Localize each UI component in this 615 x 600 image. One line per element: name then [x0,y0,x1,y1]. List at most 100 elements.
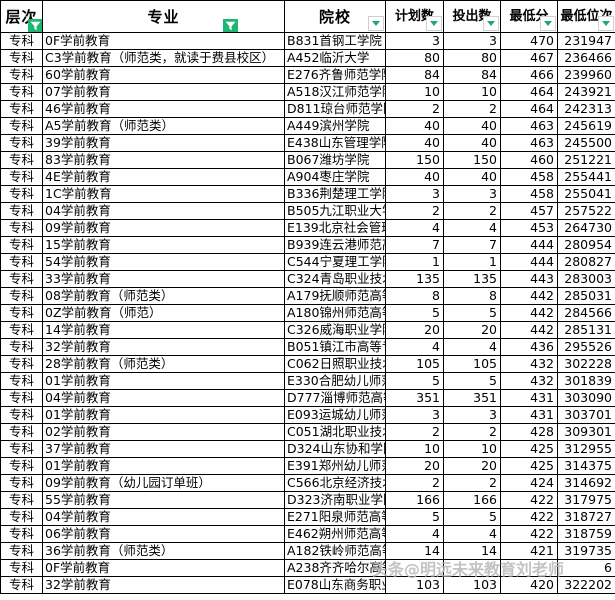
cell-minscore[interactable]: 453 [500,219,558,237]
cell-major[interactable]: 04学前教育 [42,202,285,220]
cell-minscore[interactable]: 460 [500,151,558,169]
cell-plan[interactable]: 2 [385,423,444,441]
table-row[interactable]: 专科02学前教育C051湖北职业技术学院22428309301 [0,423,615,441]
cell-school[interactable]: B505九江职业大学 [284,202,386,220]
cell-school[interactable]: B336荆楚理工学院 [284,185,386,203]
cell-major[interactable]: 37学前教育 [42,440,285,458]
cell-minscore[interactable]: 436 [500,338,558,356]
cell-school[interactable]: D777淄博师范高等专科学校 [284,389,386,407]
cell-level[interactable]: 专科 [0,83,43,101]
chevron-down-icon-school[interactable] [368,16,384,31]
column-header-admitted[interactable]: 投出数 [443,0,501,33]
cell-plan[interactable]: 8 [385,287,444,305]
cell-major[interactable]: 01学前教育 [42,457,285,475]
cell-major[interactable]: 54学前教育 [42,253,285,271]
cell-plan[interactable]: 4 [385,338,444,356]
cell-level[interactable]: 专科 [0,389,43,407]
cell-plan[interactable]: 351 [385,389,444,407]
cell-admitted[interactable]: 84 [443,66,501,84]
cell-minscore[interactable] [500,559,558,577]
cell-minrank[interactable]: 245619 [557,117,615,135]
cell-minrank[interactable]: 283003 [557,270,615,288]
cell-school[interactable]: B831首钢工学院 [284,32,386,50]
cell-minrank[interactable]: 239960 [557,66,615,84]
cell-minrank[interactable]: 312955 [557,440,615,458]
cell-admitted[interactable]: 103 [443,576,501,594]
cell-plan[interactable]: 4 [385,525,444,543]
cell-minrank[interactable]: 251221 [557,151,615,169]
cell-admitted[interactable]: 2 [443,202,501,220]
cell-major[interactable]: 01学前教育 [42,406,285,424]
cell-level[interactable]: 专科 [0,202,43,220]
cell-level[interactable]: 专科 [0,355,43,373]
cell-minrank[interactable]: 314692 [557,474,615,492]
cell-minrank[interactable]: 255441 [557,168,615,186]
cell-minscore[interactable]: 425 [500,440,558,458]
cell-admitted[interactable]: 20 [443,321,501,339]
cell-admitted[interactable]: 10 [443,83,501,101]
cell-level[interactable]: 专科 [0,236,43,254]
table-row[interactable]: 专科06学前教育E462朔州师范高等专科学校44422318759 [0,525,615,543]
table-row[interactable]: 专科09学前教育（幼儿园订单班）C566北京经济技术职业学院2242431469… [0,474,615,492]
cell-minscore[interactable]: 444 [500,236,558,254]
table-row[interactable]: 专科01学前教育E330合肥幼儿师范高等专科学校55432301839 [0,372,615,390]
cell-level[interactable]: 专科 [0,457,43,475]
cell-major[interactable]: 55学前教育 [42,491,285,509]
cell-school[interactable]: A452临沂大学 [284,49,386,67]
chevron-down-icon-plan[interactable] [426,16,442,31]
cell-level[interactable]: 专科 [0,32,43,50]
cell-level[interactable]: 专科 [0,66,43,84]
cell-level[interactable]: 专科 [0,100,43,118]
table-row[interactable]: 专科 54学前教育 C544宁夏理工学院 1 1 444 280827 [0,253,615,271]
cell-admitted[interactable]: 3 [443,32,501,50]
cell-minscore[interactable]: 420 [500,576,558,594]
cell-school[interactable]: C566北京经济技术职业学院 [284,474,386,492]
cell-minrank[interactable]: 242313 [557,100,615,118]
cell-minscore[interactable]: 425 [500,457,558,475]
cell-plan[interactable]: 5 [385,304,444,322]
cell-minscore[interactable]: 431 [500,389,558,407]
cell-minrank[interactable]: 303090 [557,389,615,407]
cell-level[interactable]: 专科 [0,491,43,509]
cell-admitted[interactable]: 20 [443,457,501,475]
cell-major[interactable]: 4E学前教育 [42,168,285,186]
cell-admitted[interactable] [443,559,501,577]
table-row[interactable]: 专科 07学前教育 A518汉江师范学院 10 10 464 243921 [0,83,615,101]
cell-minscore[interactable]: 464 [500,83,558,101]
cell-minscore[interactable]: 443 [500,270,558,288]
cell-school[interactable]: E438山东管理学院 [284,134,386,152]
cell-major[interactable]: 32学前教育 [42,576,285,594]
table-row[interactable]: 专科 0F学前教育 B831首钢工学院 3 3 470 231947 [0,32,615,50]
cell-school[interactable]: A904枣庄学院 [284,168,386,186]
cell-minscore[interactable]: 458 [500,168,558,186]
cell-level[interactable]: 专科 [0,168,43,186]
table-row[interactable]: 专科01学前教育E093运城幼儿师范高等专科学校33431303701 [0,406,615,424]
cell-plan[interactable]: 40 [385,168,444,186]
cell-minrank[interactable]: 285131 [557,321,615,339]
cell-plan[interactable]: 1 [385,253,444,271]
cell-minscore[interactable]: 431 [500,406,558,424]
cell-minrank[interactable]: 280827 [557,253,615,271]
column-header-plan[interactable]: 计划数 [385,0,444,33]
cell-admitted[interactable]: 4 [443,338,501,356]
cell-admitted[interactable]: 2 [443,474,501,492]
cell-level[interactable]: 专科 [0,321,43,339]
table-row[interactable]: 专科32学前教育B051镇江市高等专科学校44436295526 [0,338,615,356]
cell-plan[interactable]: 2 [385,474,444,492]
cell-minscore[interactable]: 442 [500,321,558,339]
cell-level[interactable]: 专科 [0,134,43,152]
cell-minrank[interactable]: 236466 [557,49,615,67]
cell-major[interactable]: 06学前教育 [42,525,285,543]
cell-school[interactable]: B051镇江市高等专科学校 [284,338,386,356]
cell-admitted[interactable]: 5 [443,508,501,526]
cell-level[interactable]: 专科 [0,576,43,594]
chevron-down-icon-admitted[interactable] [483,16,499,31]
cell-admitted[interactable]: 351 [443,389,501,407]
cell-minrank[interactable]: 6 [557,559,615,577]
cell-plan[interactable]: 2 [385,202,444,220]
cell-major[interactable]: 33学前教育 [42,270,285,288]
cell-plan[interactable]: 84 [385,66,444,84]
